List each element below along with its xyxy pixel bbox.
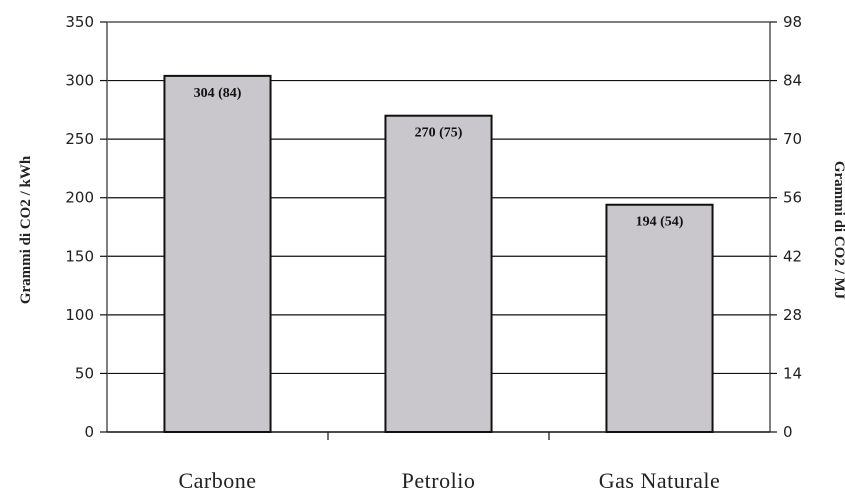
right-tick-label: 0 xyxy=(783,423,793,441)
right-y-axis-title: Grammi di CO2 / MJ xyxy=(831,161,845,300)
right-tick-label: 84 xyxy=(783,72,802,90)
right-tick-label: 14 xyxy=(783,364,802,382)
x-axis-categories: Carbone Petrolio Gas Naturale xyxy=(178,468,720,493)
left-tick-label: 350 xyxy=(65,13,94,31)
left-tick-label: 250 xyxy=(65,130,94,148)
right-tick-label: 70 xyxy=(783,130,802,148)
data-label: 270 (75) xyxy=(415,126,463,141)
right-tick-label: 28 xyxy=(783,306,802,324)
right-tick-label: 98 xyxy=(783,13,802,31)
left-tick-label: 100 xyxy=(65,306,94,324)
bar xyxy=(384,114,493,433)
category-label: Petrolio xyxy=(402,468,476,493)
category-label: Gas Naturale xyxy=(599,468,720,493)
category-label: Carbone xyxy=(178,468,256,493)
left-tick-label: 150 xyxy=(65,247,94,265)
left-tick-label: 0 xyxy=(84,423,94,441)
data-label: 194 (54) xyxy=(636,215,684,230)
left-tick-label: 50 xyxy=(75,364,94,382)
bar xyxy=(605,203,714,433)
axes xyxy=(106,21,771,440)
bar-data-labels: 304 (84) 270 (75) 194 (54) xyxy=(194,86,684,230)
right-y-axis-ticks: 0 14 28 42 56 70 84 98 xyxy=(770,13,802,441)
left-tick-label: 300 xyxy=(65,72,94,90)
data-label: 304 (84) xyxy=(194,86,242,101)
left-y-axis-ticks: 0 50 100 150 200 250 300 350 xyxy=(65,13,107,441)
right-tick-label: 56 xyxy=(783,189,802,207)
bar xyxy=(163,74,272,433)
left-y-axis-title: Grammi di CO2 / kWh xyxy=(18,155,34,304)
right-tick-label: 42 xyxy=(783,247,802,265)
left-tick-label: 200 xyxy=(65,189,94,207)
